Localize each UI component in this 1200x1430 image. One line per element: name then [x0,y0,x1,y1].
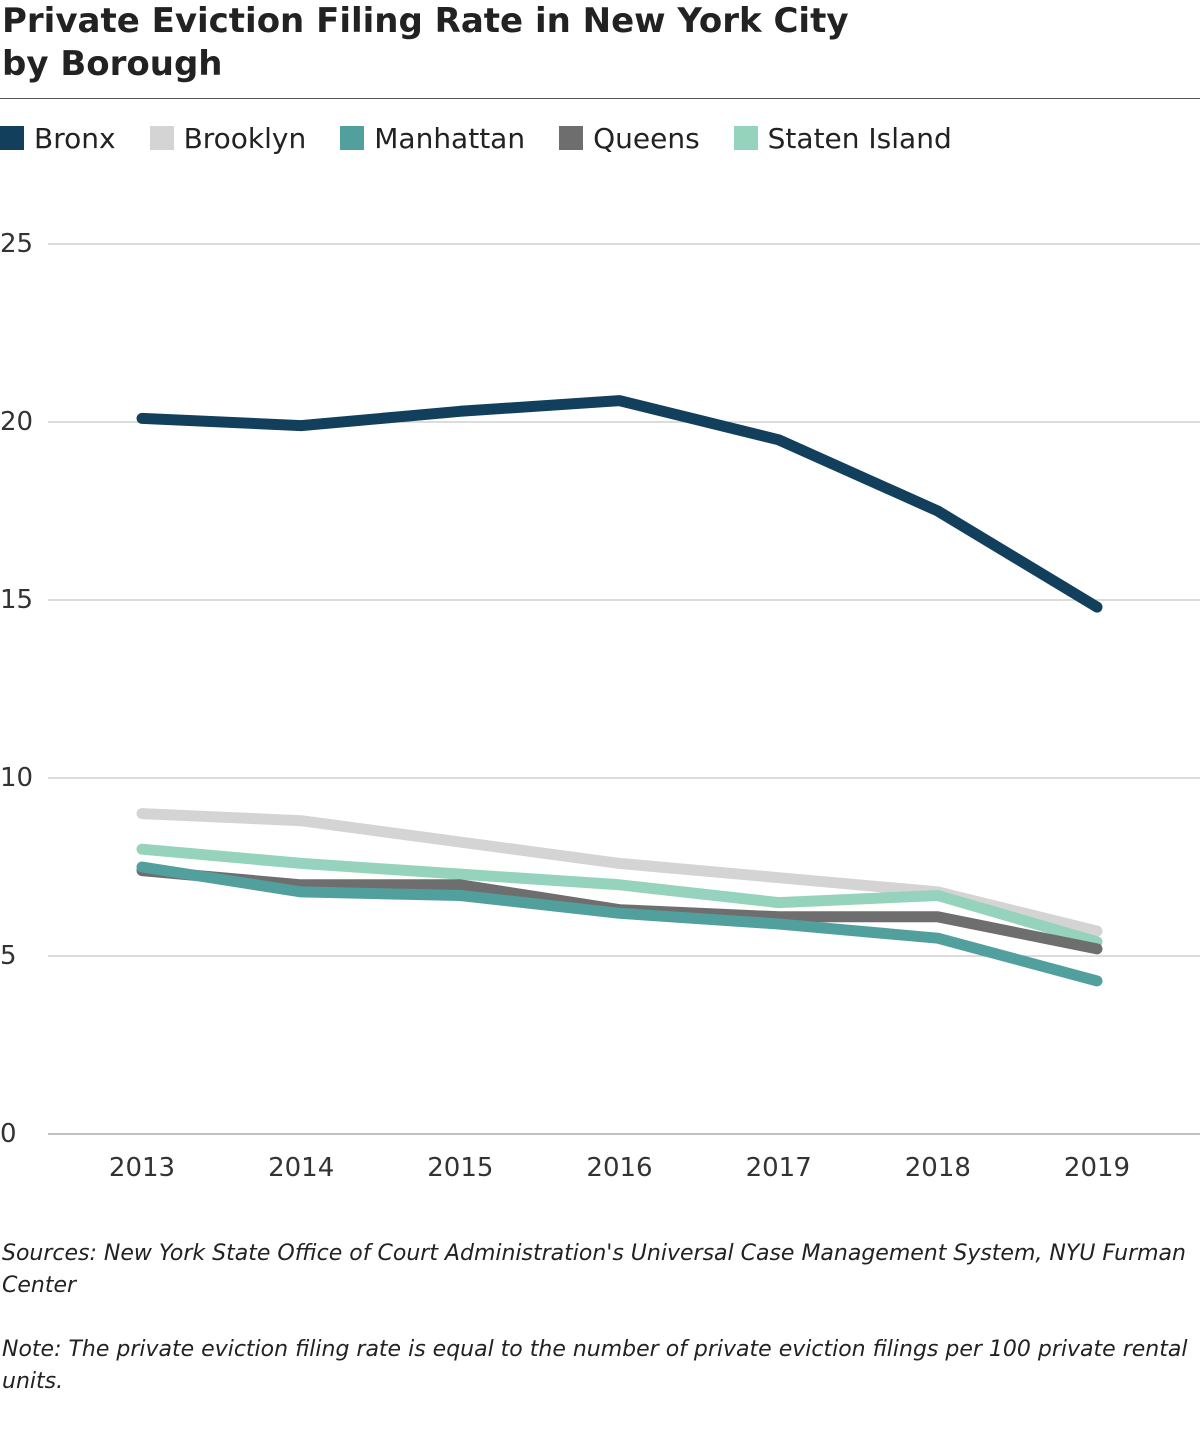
sources-text: Sources: New York State Office of Court … [2,1241,1186,1298]
title-divider [0,98,1200,99]
line-chart: 0 5 10 15 20 25 2013 2014 2015 2016 2017 2018 2019 [0,229,1200,1183]
legend-swatch-manhattan [340,126,365,150]
x-tick-label-2017: 2017 [746,1153,812,1183]
chart-title-line-2: by Borough [2,44,223,84]
series-line-staten-island [136,843,1103,948]
x-tick-label-2016: 2016 [586,1153,652,1183]
legend-item-manhattan: Manhattan [340,122,525,155]
y-tick-label-0: 0 [0,1119,17,1149]
y-tick-label-25: 25 [0,229,33,259]
chart-title-line-1: Private Eviction Filing Rate in New York… [2,1,849,41]
series-line-manhattan [136,861,1103,987]
y-tick-label-5: 5 [0,941,17,971]
y-tick-label-20: 20 [0,407,33,437]
legend-swatch-brooklyn [149,126,174,150]
legend-label-manhattan: Manhattan [374,121,526,155]
legend-label-staten-island: Staten Island [767,121,952,155]
note-text: Note: The private eviction filing rate i… [2,1337,1188,1394]
legend-label-bronx: Bronx [34,121,116,155]
y-tick-label-15: 15 [0,585,33,615]
legend-item-brooklyn: Brooklyn [149,121,307,155]
x-tick-label-2014: 2014 [268,1153,334,1183]
x-tick-label-2018: 2018 [905,1153,971,1183]
legend-label-queens: Queens [593,121,700,155]
x-tick-label-2019: 2019 [1064,1153,1130,1183]
legend-item-staten-island: Staten Island [733,121,952,155]
x-tick-label-2013: 2013 [109,1153,175,1183]
series-line-bronx [136,395,1103,613]
legend-item-queens: Queens [559,122,700,155]
legend-item-bronx: Bronx [0,122,116,155]
legend-label-brooklyn: Brooklyn [183,121,307,155]
y-tick-label-10: 10 [0,763,33,793]
legend-swatch-bronx [0,126,24,150]
chart-legend: Bronx Brooklyn Manhattan Queens Staten I… [0,116,986,160]
legend-swatch-queens [559,126,584,150]
x-tick-label-2015: 2015 [427,1153,493,1183]
chart-notes: Sources: New York State Office of Court … [2,1238,1192,1430]
chart-title: Private Eviction Filing Rate in New York… [2,0,1002,86]
legend-swatch-staten-island [733,126,758,150]
